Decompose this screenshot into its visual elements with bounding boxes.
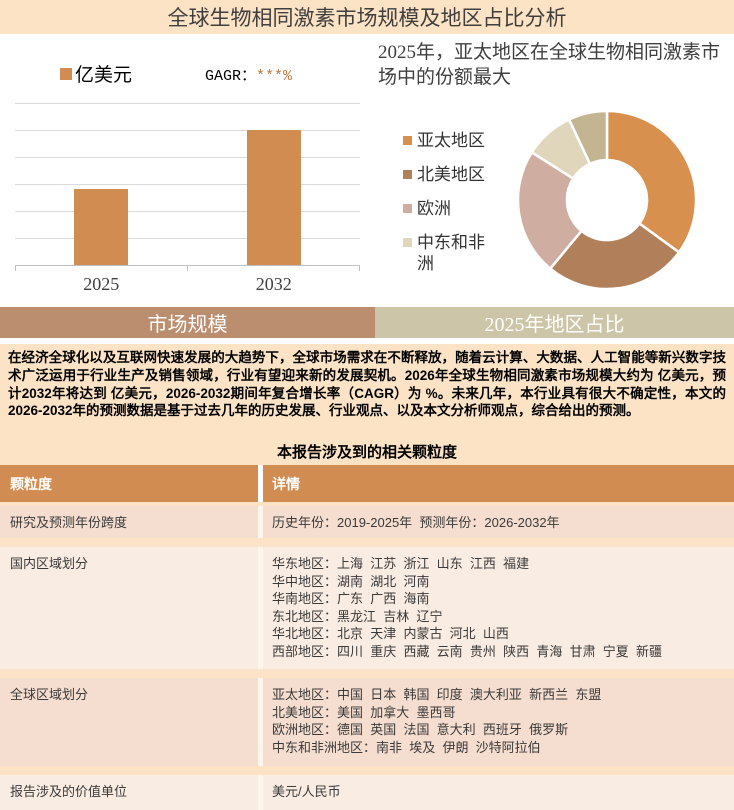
row-details: 华东地区：上海 江苏 浙江 山东 江西 福建 华中地区：湖南 湖北 河南 华南地区：… <box>263 547 734 669</box>
axis-tick <box>359 266 360 271</box>
donut-legend: 亚太地区 北美地区 欧洲 中东和非洲 <box>403 130 493 274</box>
bar-legend-label: 亿美元 <box>75 65 133 86</box>
donut-slice <box>567 109 609 166</box>
table-row: 报告涉及的价值单位 美元/人民币 <box>0 775 734 810</box>
row-name: 研究及预测年份跨度 <box>0 506 258 538</box>
cagr-value: ***% <box>256 68 293 85</box>
table-row: 研究及预测年份跨度 历史年份：2019-2025年 预测年份：2026-2032… <box>0 506 734 538</box>
legend-item-europe: 欧洲 <box>403 198 493 219</box>
row-details: 美元/人民币 <box>263 775 734 810</box>
row-details: 历史年份：2019-2025年 预测年份：2026-2032年 <box>263 506 734 538</box>
table-row: 全球区域划分 亚太地区：中国 日本 韩国 印度 澳大利亚 新西兰 东盟 北美地区：… <box>0 678 734 766</box>
legend-item-north-america: 北美地区 <box>403 164 493 185</box>
lower-section: 在经济全球化以及互联网快速发展的大趋势下，全球市场需求在不断释放，随着云计算、大… <box>0 338 734 810</box>
granularity-title: 本报告涉及到的相关颗粒度 <box>276 444 457 461</box>
bar-2025 <box>74 189 129 265</box>
bar-plot <box>15 103 360 271</box>
col-header-granularity: 颗粒度 <box>10 475 52 492</box>
table-row: 国内区域划分 华东地区：上海 江苏 浙江 山东 江西 福建 华中地区：湖南 湖北 … <box>0 547 734 669</box>
bar-slot-2032 <box>188 103 361 265</box>
column-divider <box>258 506 263 538</box>
donut-slice <box>605 109 698 255</box>
table-header-row: 颗粒度 详情 <box>0 465 734 502</box>
tab-region-share[interactable]: 2025年地区占比 <box>375 307 734 338</box>
column-divider <box>258 547 263 669</box>
column-divider <box>258 775 263 810</box>
cagr-label: GAGR： <box>205 68 257 85</box>
charts-section: 亿美元 GAGR：***% 2025 2032 <box>0 34 734 307</box>
row-name: 报告涉及的价值单位 <box>0 775 258 810</box>
row-name: 全球区域划分 <box>0 678 258 766</box>
row-name: 国内区域划分 <box>0 547 258 669</box>
bar-chart-panel: 亿美元 GAGR：***% 2025 2032 <box>0 34 367 307</box>
bar-slots <box>15 103 360 265</box>
axis-tick <box>15 266 16 271</box>
bar-2032 <box>246 130 301 265</box>
x-axis-labels: 2025 2032 <box>15 274 360 295</box>
bar-legend-swatch <box>60 67 72 80</box>
column-divider <box>258 465 263 502</box>
legend-label-europe: 欧洲 <box>417 199 451 218</box>
column-divider <box>258 678 263 766</box>
page-title: 全球生物相同激素市场规模及地区占比分析 <box>167 6 567 30</box>
donut-chart-panel: 2025年，亚太地区在全球生物相同激素市场中的份额最大 亚太地区 北美地区 欧洲… <box>367 34 734 307</box>
x-label-2032: 2032 <box>255 274 292 294</box>
legend-label-apac: 亚太地区 <box>417 131 485 150</box>
col-header-details: 详情 <box>272 475 300 492</box>
axis-tick <box>187 266 188 271</box>
legend-swatch-mea <box>403 238 412 247</box>
bar-chart-legend: 亿美元 <box>60 60 132 87</box>
legend-label-mea: 中东和非洲 <box>417 233 485 273</box>
donut-chart <box>516 109 698 291</box>
x-label-2025: 2025 <box>83 274 120 294</box>
legend-item-apac: 亚太地区 <box>403 130 493 151</box>
donut-slice <box>548 221 681 291</box>
x-axis-line <box>15 265 360 266</box>
row-details: 亚太地区：中国 日本 韩国 印度 澳大利亚 新西兰 东盟 北美地区：美国 加拿大 … <box>263 678 734 766</box>
donut-title: 2025年，亚太地区在全球生物相同激素市场中的份额最大 <box>378 42 721 88</box>
legend-swatch-europe <box>403 204 412 213</box>
bar-slot-2025 <box>15 103 188 265</box>
intro-paragraph: 在经济全球化以及互联网快速发展的大趋势下，全球市场需求在不断释放，随着云计算、大… <box>8 350 726 419</box>
legend-label-north-america: 北美地区 <box>417 165 485 184</box>
legend-swatch-apac <box>403 136 412 145</box>
legend-swatch-north-america <box>403 170 412 179</box>
header-band: 全球生物相同激素市场规模及地区占比分析 <box>0 0 734 34</box>
legend-item-mea: 中东和非洲 <box>403 232 493 274</box>
tabs-bar: 市场规模 2025年地区占比 <box>0 307 734 338</box>
donut-slice <box>516 150 584 271</box>
cagr-text: GAGR：***% <box>205 64 292 85</box>
granularity-table: 颗粒度 详情 研究及预测年份跨度 历史年份：2019-2025年 预测年份：20… <box>0 465 734 810</box>
tab-market-size[interactable]: 市场规模 <box>0 307 375 338</box>
